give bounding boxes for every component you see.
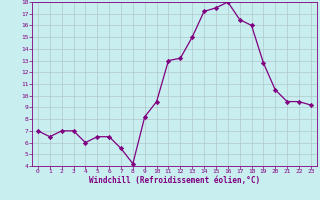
X-axis label: Windchill (Refroidissement éolien,°C): Windchill (Refroidissement éolien,°C) (89, 176, 260, 185)
